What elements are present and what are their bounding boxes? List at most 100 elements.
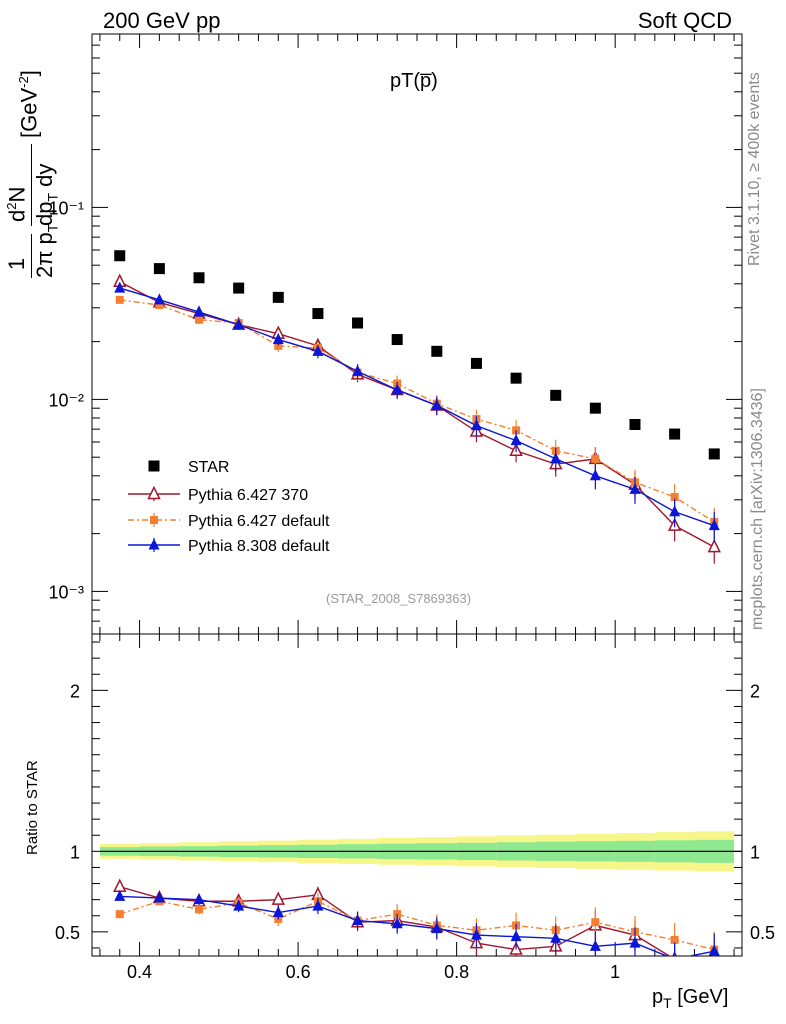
star-data-point	[114, 250, 126, 262]
ratio-data-point	[431, 922, 443, 934]
main-data-point	[707, 538, 721, 553]
y-tick-label: 10⁻¹	[48, 198, 84, 218]
ratio-data-point	[352, 914, 364, 926]
ratio-data-point	[312, 899, 324, 911]
main-data-point	[708, 519, 720, 531]
ratio-data-point	[550, 931, 562, 943]
mcplots-label: mcplots.cern.ch [arXiv:1306.3436]	[749, 388, 766, 630]
star-data-point	[272, 291, 284, 303]
main-data-point	[274, 341, 283, 350]
ratio-data-point	[195, 905, 204, 914]
plot-title: pT(p̅)	[390, 70, 438, 92]
main-data-point	[510, 434, 522, 446]
ratio-data-point	[591, 918, 600, 927]
legend-label: STAR	[188, 459, 229, 476]
ratio-data-point	[391, 917, 403, 929]
main-data-point	[670, 493, 679, 502]
ratio-series-line	[119, 900, 715, 951]
ratio-data-point	[672, 952, 677, 956]
ratio-y-axis-title: Ratio to STAR	[24, 760, 41, 855]
ratio-y-tick-label-right: 2	[750, 681, 760, 701]
header-right-label: Soft QCD	[637, 8, 732, 33]
main-data-point	[115, 295, 124, 304]
main-data-point	[155, 301, 164, 310]
ratio-y-tick-label-left: 0.5	[55, 923, 80, 943]
analysis-reference-label: (STAR_2008_S7869363)	[326, 591, 472, 606]
main-data-point	[470, 419, 482, 431]
star-data-point	[550, 389, 562, 401]
main-data-point	[195, 315, 204, 324]
star-data-point	[669, 428, 681, 440]
main-data-point	[352, 364, 364, 376]
main-series-star	[114, 250, 720, 460]
ratio-series-1	[113, 878, 717, 956]
y-title-dpt-dy: dpT dy	[32, 163, 61, 226]
y-title-2pi-pt: 2π pT	[32, 223, 61, 278]
legend-marker	[150, 516, 158, 524]
y-title-d2n: d2N	[4, 186, 30, 222]
ratio-data-point	[470, 928, 482, 940]
star-data-point	[708, 448, 720, 460]
ratio-data-point	[589, 939, 601, 951]
legend-marker	[148, 460, 160, 472]
main-data-point	[114, 281, 126, 293]
ratio-data-point	[113, 878, 127, 893]
ratio-y-tick-label-right: 0.5	[750, 923, 775, 943]
main-data-point	[512, 426, 521, 435]
main-series-3	[114, 281, 720, 543]
x-tick-label: 0.4	[127, 962, 152, 982]
ratio-data-point	[510, 930, 522, 942]
x-axis-title: pT [GeV]	[652, 986, 729, 1011]
x-tick-label: 1	[610, 962, 620, 982]
star-data-point	[470, 357, 482, 369]
star-data-point	[312, 308, 324, 320]
main-data-point	[669, 505, 681, 517]
legend-label: Pythia 6.427 default	[188, 513, 330, 530]
ratio-series-line	[119, 895, 715, 956]
ratio-data-point	[708, 944, 720, 956]
star-data-point	[629, 419, 641, 431]
ratio-series-3	[114, 889, 720, 956]
ratio-data-point	[153, 891, 165, 903]
main-y-axis-title: 1 2π pT d2N dpT dy [GeV-2]	[2, 38, 92, 278]
main-series-line	[119, 281, 715, 548]
legend-label: Pythia 8.308 default	[188, 538, 330, 555]
y-tick-label: 10⁻²	[48, 390, 84, 410]
ratio-y-tick-label-left: 2	[70, 681, 80, 701]
star-data-point	[510, 372, 522, 384]
y-tick-label: 10⁻³	[48, 582, 84, 602]
main-series-line	[119, 287, 715, 527]
ratio-data-point	[272, 906, 284, 918]
main-data-point	[153, 293, 165, 305]
ratio-data-point	[114, 889, 126, 901]
ratio-y-tick-label-right: 1	[750, 842, 760, 862]
star-data-point	[233, 282, 245, 294]
rivet-version-label: Rivet 3.1.10, ≥ 400k events	[746, 72, 763, 266]
star-data-point	[391, 334, 403, 346]
y-title-fraction-1: 1	[4, 257, 29, 271]
legend-marker	[147, 485, 161, 500]
header-left-label: 200 GeV pp	[103, 8, 221, 33]
main-data-point	[391, 383, 403, 395]
main-data-point	[629, 482, 641, 494]
main-data-point	[233, 318, 245, 330]
ratio-data-point	[233, 899, 245, 911]
ratio-data-point	[193, 893, 205, 905]
star-data-point	[352, 317, 364, 329]
ratio-series-line	[119, 886, 671, 956]
ratio-data-point	[629, 936, 641, 948]
main-data-point	[431, 398, 443, 410]
ratio-data-point	[271, 891, 285, 905]
main-data-point	[312, 344, 324, 356]
star-data-point	[193, 272, 205, 284]
main-series-line	[119, 299, 715, 523]
legend-label: Pythia 6.427 370	[188, 487, 308, 504]
x-tick-label: 0.8	[444, 962, 469, 982]
main-data-point	[193, 305, 205, 317]
ratio-y-tick-label-left: 1	[70, 842, 80, 862]
ratio-data-point	[115, 910, 124, 919]
main-data-point	[591, 454, 600, 463]
ratio-data-point	[670, 935, 679, 944]
main-data-point	[550, 452, 562, 464]
